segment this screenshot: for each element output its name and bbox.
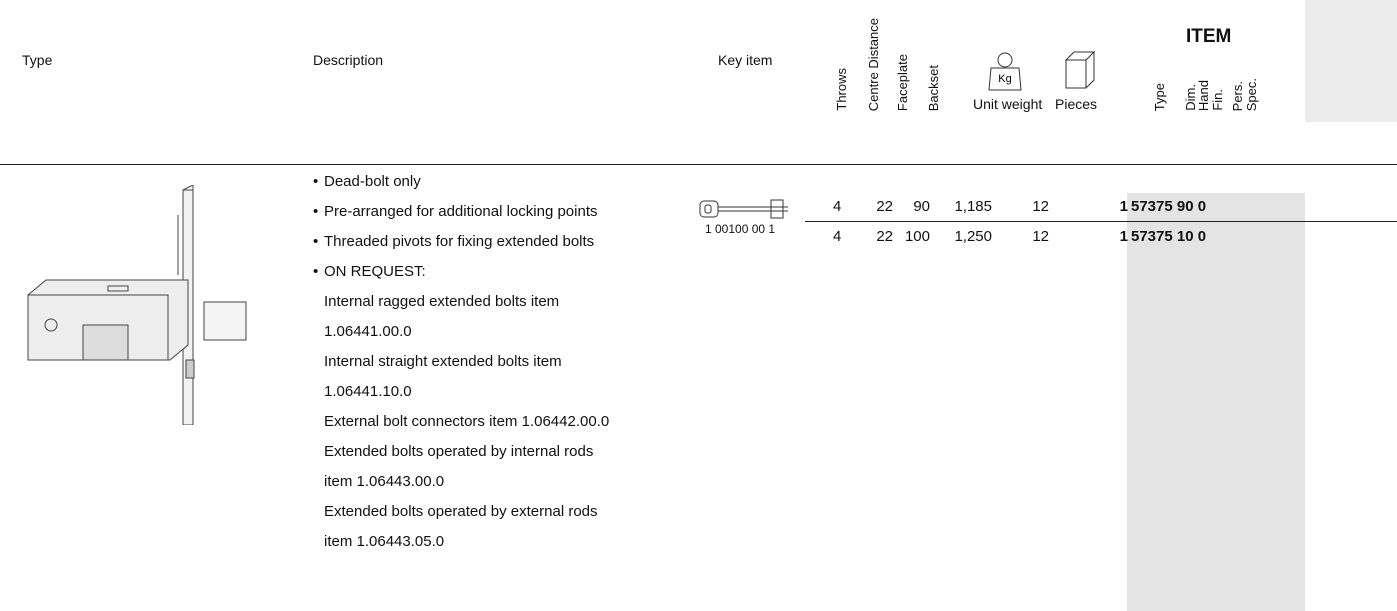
- bullet-text: Pre-arranged for additional locking poin…: [324, 203, 598, 220]
- on-request-line: 1.06441.00.0: [324, 323, 412, 340]
- cell-pieces: 12: [1032, 228, 1049, 245]
- bullet-text: Dead-bolt only: [324, 173, 421, 190]
- item-col-fin: Fin.: [1210, 89, 1225, 111]
- cell-backset: 100: [904, 228, 930, 245]
- on-request-line: Internal straight extended bolts item: [324, 353, 562, 370]
- header-backset: Backset: [926, 64, 941, 111]
- header-type: Type: [22, 52, 53, 68]
- weight-icon: Kg: [988, 52, 1022, 91]
- cell-backset: 90: [913, 198, 930, 215]
- header-throws: Throws: [834, 68, 849, 111]
- header-rule: [0, 164, 1397, 165]
- weight-icon-label: Kg: [998, 73, 1011, 85]
- on-request-line: item 1.06443.05.0: [324, 533, 445, 550]
- on-request-line: Internal ragged extended bolts item: [324, 293, 560, 310]
- cell-item-code: 57375 90 0: [1131, 198, 1207, 215]
- header-shade: [1305, 0, 1397, 122]
- cell-faceplate: 22: [876, 228, 893, 245]
- key-code: 1 00100 00 1: [705, 222, 776, 236]
- header-key-item: Key item: [718, 52, 773, 68]
- header-centre-distance: Centre Distance: [866, 17, 881, 111]
- header-unit-weight: Unit weight: [973, 96, 1043, 112]
- bullet-text: Threaded pivots for fixing extended bolt…: [324, 233, 595, 250]
- item-col-spec: Spec.: [1244, 77, 1259, 111]
- box-icon: [1064, 50, 1096, 89]
- on-request-line: External bolt connectors item 1.06442.00…: [324, 413, 610, 430]
- header-item: ITEM: [1186, 26, 1232, 47]
- item-col-hand: Hand: [1196, 79, 1211, 111]
- cell-item-type: 1: [1119, 198, 1128, 215]
- cell-unit-weight: 1,250: [954, 228, 992, 245]
- bullet-dot: •: [313, 263, 319, 280]
- on-request-line: Extended bolts operated by external rods: [324, 503, 598, 520]
- header-faceplate: Faceplate: [895, 53, 910, 111]
- on-request-line: item 1.06443.00.0: [324, 473, 445, 490]
- bullet-text: ON REQUEST:: [324, 263, 426, 280]
- bullet-dot: •: [313, 203, 319, 220]
- item-column-shade: [1127, 193, 1305, 611]
- cell-throws: 4: [833, 228, 842, 245]
- cell-faceplate: 22: [876, 198, 893, 215]
- bullet-dot: •: [313, 233, 319, 250]
- row-rule: [805, 221, 1397, 222]
- header-description: Description: [313, 52, 384, 68]
- key-illustration: [699, 199, 788, 219]
- item-col-pers: Pers.: [1230, 80, 1245, 111]
- on-request-line: Extended bolts operated by internal rods: [324, 443, 594, 460]
- bullet-dot: •: [313, 173, 319, 190]
- cell-pieces: 12: [1032, 198, 1049, 215]
- lock-illustration: [27, 185, 247, 425]
- item-col-type: Type: [1152, 82, 1167, 111]
- on-request-line: 1.06441.10.0: [324, 383, 412, 400]
- cell-unit-weight: 1,185: [954, 198, 992, 215]
- header-pieces: Pieces: [1055, 96, 1098, 112]
- cell-item-type: 1: [1119, 228, 1128, 245]
- cell-throws: 4: [833, 198, 842, 215]
- cell-item-code: 57375 10 0: [1131, 228, 1207, 245]
